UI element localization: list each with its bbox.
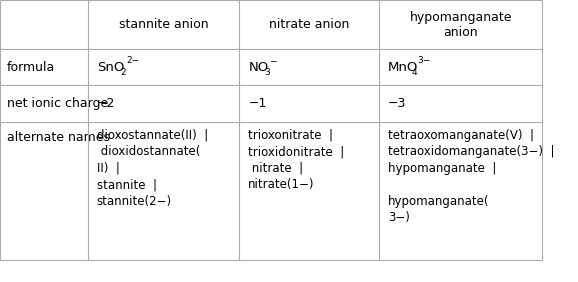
Text: −: − xyxy=(269,56,277,65)
Text: alternate names: alternate names xyxy=(7,131,110,144)
Text: 3: 3 xyxy=(264,69,270,77)
Text: trioxonitrate  |
trioxidonitrate  |
 nitrate  |
nitrate(1−): trioxonitrate | trioxidonitrate | nitrat… xyxy=(249,129,344,191)
Text: 2−: 2− xyxy=(126,56,139,65)
Text: net ionic charge: net ionic charge xyxy=(7,97,108,110)
Text: tetraoxomanganate(V)  |
tetraoxidomanganate(3−)  |
hypomanganate  |

hypomangana: tetraoxomanganate(V) | tetraoxidomangana… xyxy=(388,129,555,224)
Text: MnO: MnO xyxy=(388,61,418,74)
Text: SnO: SnO xyxy=(97,61,124,74)
Text: NO: NO xyxy=(249,61,269,74)
Text: nitrate anion: nitrate anion xyxy=(269,18,350,31)
Text: stannite anion: stannite anion xyxy=(118,18,209,31)
Text: −1: −1 xyxy=(249,97,266,110)
Text: 3−: 3− xyxy=(417,56,431,65)
Text: dioxostannate(II)  |
 dioxidostannate(
II)  |
stannite  |
stannite(2−): dioxostannate(II) | dioxidostannate( II)… xyxy=(97,129,208,208)
Text: 2: 2 xyxy=(120,69,126,77)
Text: −2: −2 xyxy=(97,97,115,110)
Text: −3: −3 xyxy=(388,97,406,110)
Text: 4: 4 xyxy=(412,69,417,77)
Text: formula: formula xyxy=(7,61,55,74)
Text: hypomanganate
anion: hypomanganate anion xyxy=(409,11,512,39)
